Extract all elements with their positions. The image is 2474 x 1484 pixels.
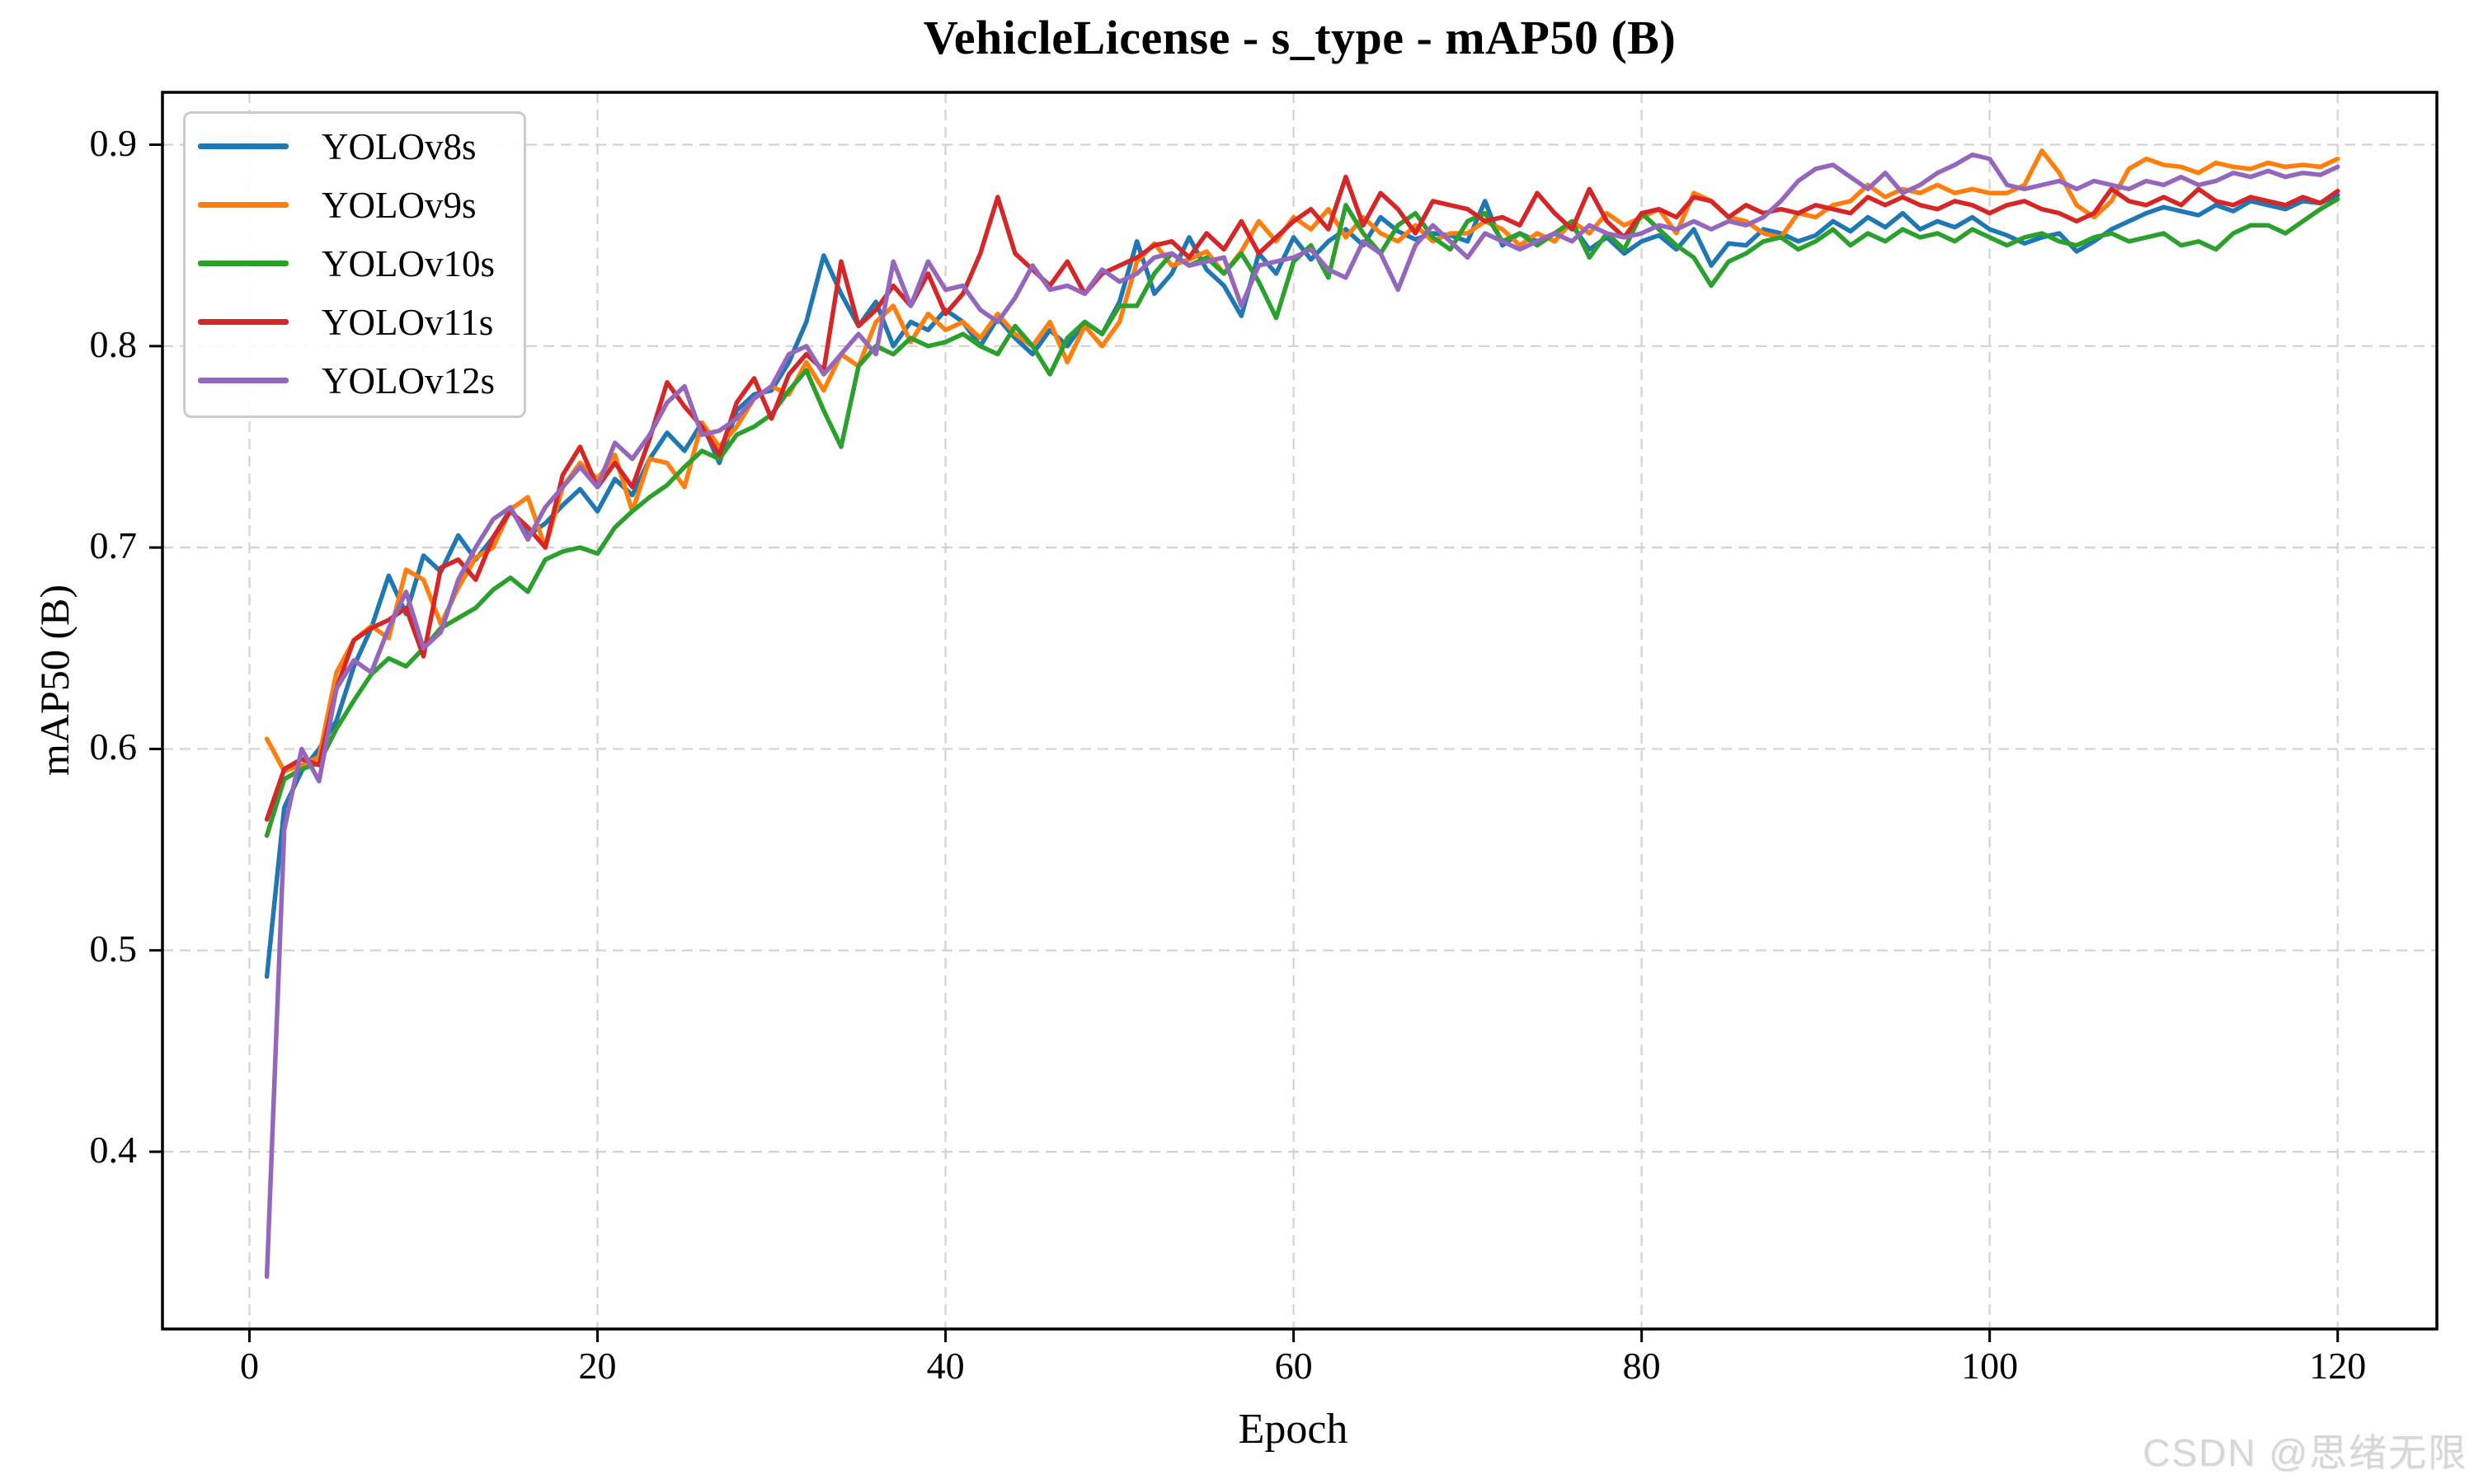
x-tick-label: 0 xyxy=(240,1345,259,1387)
y-tick-label: 0.9 xyxy=(89,121,138,164)
tick-marks xyxy=(149,143,2340,1342)
legend: YOLOv8s YOLOv9s YOLOv10s YOLOv11s YOLOv12s xyxy=(183,111,526,418)
y-tick-label: 0.5 xyxy=(89,927,138,970)
legend-label: YOLOv8s xyxy=(322,125,477,167)
x-tick-label: 120 xyxy=(2309,1345,2367,1387)
legend-item-yolov9s: YOLOv9s xyxy=(186,176,524,234)
legend-line-swatch xyxy=(198,202,289,208)
x-axis-label: Epoch xyxy=(1238,1406,1348,1453)
x-tick-label: 100 xyxy=(1961,1345,2019,1387)
legend-item-yolov12s: YOLOv12s xyxy=(186,351,524,410)
legend-label: YOLOv9s xyxy=(322,184,477,226)
series-line-yolov9s xyxy=(264,148,2340,774)
x-tick-label: 40 xyxy=(926,1345,965,1387)
chart-title: VehicleLicense - s_type - mAP50 (B) xyxy=(923,11,1677,64)
legend-line-swatch xyxy=(198,143,289,149)
y-tick-label: 0.4 xyxy=(89,1129,138,1172)
y-tick-label: 0.7 xyxy=(89,524,138,567)
plot-spines xyxy=(161,91,2439,1331)
series-line-yolov10s xyxy=(264,196,2340,838)
legend-label: YOLOv12s xyxy=(322,359,495,402)
legend-line-swatch xyxy=(198,261,289,266)
x-tick-label: 60 xyxy=(1274,1345,1313,1387)
x-tick-label: 80 xyxy=(1622,1345,1661,1387)
series-line-yolov12s xyxy=(264,152,2340,1280)
legend-item-yolov8s: YOLOv8s xyxy=(186,117,524,176)
legend-item-yolov11s: YOLOv11s xyxy=(186,293,524,351)
y-axis-label: mAP50 (B) xyxy=(31,585,78,776)
legend-label: YOLOv11s xyxy=(322,301,494,343)
x-tick-label: 20 xyxy=(578,1345,617,1387)
y-tick-label: 0.6 xyxy=(89,726,138,768)
series-line-yolov11s xyxy=(264,174,2340,822)
legend-line-swatch xyxy=(198,378,289,383)
series-lines xyxy=(264,148,2340,1280)
legend-item-yolov10s: YOLOv10s xyxy=(186,234,524,293)
series-line-yolov8s xyxy=(264,192,2340,979)
y-tick-label: 0.8 xyxy=(89,322,138,365)
watermark: CSDN @思绪无限 xyxy=(2142,1431,2467,1474)
gridlines xyxy=(162,92,2437,1329)
legend-line-swatch xyxy=(198,319,289,325)
legend-label: YOLOv10s xyxy=(322,242,495,284)
